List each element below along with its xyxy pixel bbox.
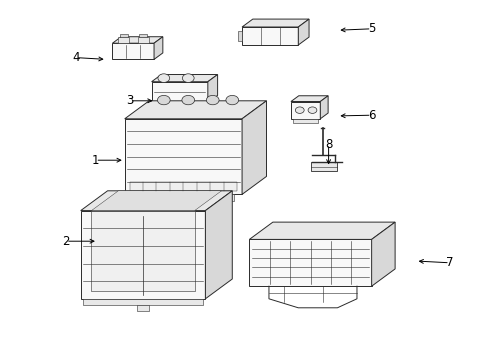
Bar [238, 31, 242, 41]
Polygon shape [91, 191, 221, 211]
Text: 1: 1 [91, 154, 99, 167]
Circle shape [158, 74, 169, 82]
Bar [120, 34, 127, 37]
Polygon shape [112, 37, 163, 43]
Bar [112, 43, 154, 59]
Polygon shape [154, 37, 163, 59]
Polygon shape [205, 191, 232, 299]
Bar [161, 194, 180, 201]
Text: 3: 3 [125, 94, 133, 107]
Bar [138, 37, 148, 43]
Polygon shape [249, 222, 394, 239]
Bar [118, 37, 129, 43]
Bar [124, 119, 242, 194]
Circle shape [225, 95, 238, 105]
Bar [188, 194, 206, 201]
Circle shape [157, 95, 170, 105]
Polygon shape [320, 96, 327, 119]
Polygon shape [151, 75, 217, 82]
Polygon shape [242, 101, 266, 194]
Bar [242, 27, 298, 45]
Bar [290, 102, 320, 119]
Polygon shape [298, 19, 308, 45]
Polygon shape [124, 101, 266, 119]
Text: 4: 4 [72, 51, 80, 64]
Text: 5: 5 [367, 22, 375, 35]
Bar [215, 194, 233, 201]
Polygon shape [207, 75, 217, 103]
Bar [137, 305, 149, 311]
Bar [293, 119, 317, 123]
Bar [151, 82, 207, 103]
Polygon shape [290, 96, 327, 102]
Polygon shape [81, 191, 232, 211]
Text: 8: 8 [324, 138, 332, 150]
Text: 6: 6 [367, 109, 375, 122]
Bar [129, 182, 237, 191]
Circle shape [295, 107, 304, 113]
Bar [139, 34, 147, 37]
Bar [134, 194, 153, 201]
Circle shape [206, 95, 219, 105]
Text: 2: 2 [62, 235, 70, 248]
Bar [310, 162, 337, 171]
Circle shape [182, 74, 194, 82]
Bar [249, 239, 371, 286]
Text: 7: 7 [445, 256, 453, 269]
Bar [81, 211, 205, 299]
Polygon shape [242, 19, 308, 27]
Bar [91, 211, 194, 291]
Polygon shape [371, 222, 394, 286]
Circle shape [182, 95, 194, 105]
Bar [83, 299, 203, 305]
Circle shape [307, 107, 316, 113]
